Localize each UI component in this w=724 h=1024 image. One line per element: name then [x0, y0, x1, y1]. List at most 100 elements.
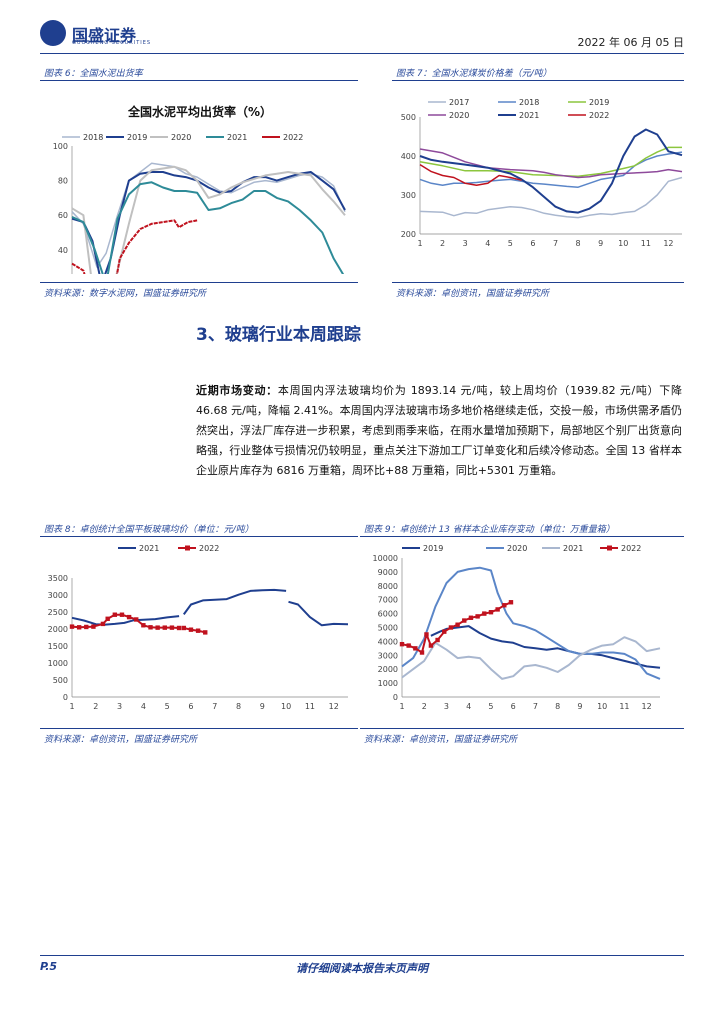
report-date: 2022 年 06 月 05 日: [577, 36, 684, 49]
fig8-point-2022: [176, 625, 182, 631]
fig7-series-2021: [419, 128, 683, 214]
fig8-x-tick: 4: [141, 702, 146, 711]
fig9-y-tick: 10000: [373, 554, 398, 563]
fig7-x-tick: 4: [485, 239, 490, 248]
fig9-point-2022: [442, 629, 447, 634]
fig7-x-tick: 7: [553, 239, 558, 248]
fig8-legend-label: 2022: [199, 544, 219, 553]
fig8-y-tick: 2500: [48, 608, 68, 617]
fig6-series-2022: [71, 219, 198, 274]
fig6-label: 图表 6：全国水泥出货率: [44, 69, 143, 79]
fig9-x-tick: 12: [642, 702, 652, 711]
fig9-x-tick: 7: [533, 702, 538, 711]
section-title: 3、玻璃行业本周跟踪: [196, 325, 361, 345]
fig7-legend-label: 2020: [449, 111, 469, 120]
paragraph-body: 本周国内浮法玻璃均价为 1893.14 元/吨，较上周均价（1939.82 元/…: [196, 384, 682, 477]
fig7-legend-label: 2019: [589, 98, 609, 107]
fig9-point-2022: [502, 603, 507, 608]
fig8-point-2022: [84, 624, 89, 630]
fig8-point-2022: [134, 617, 139, 622]
fig6-legend-label: 2021: [227, 133, 247, 142]
fig7-x-tick: 10: [618, 239, 628, 248]
fig6-series-2019: [71, 171, 346, 274]
fig8-point-2022: [112, 612, 118, 617]
fig9-y-tick: 9000: [378, 568, 398, 577]
fig6-chart: 全国水泥平均出货率（%）0204060801000102030405060708…: [53, 104, 346, 274]
paragraph-lead: 近期市场变动：: [196, 384, 278, 397]
fig7-y-tick: 200: [401, 230, 416, 239]
fig7-x-tick: 9: [598, 239, 603, 248]
fig9-label: 图表 9：卓创统计 13 省样本企业库存变动（单位：万重量箱）: [364, 525, 615, 535]
fig8-point-2022: [141, 623, 146, 628]
fig8-y-tick: 3000: [48, 591, 68, 600]
fig7-x-tick: 3: [463, 239, 468, 248]
fig9-point-2022: [455, 622, 460, 627]
fig9-source-divider: [360, 728, 684, 729]
fig9-point-2022: [475, 614, 480, 619]
fig6-y-tick: 80: [58, 177, 68, 186]
fig8-point-2022: [181, 625, 187, 631]
fig7-x-tick: 1: [417, 239, 422, 248]
fig7-x-tick: 8: [576, 239, 581, 248]
fig8-y-tick: 3500: [48, 574, 68, 583]
fig9-point-2022: [468, 615, 474, 620]
fig7-source-divider: [392, 282, 684, 283]
fig9-y-tick: 4000: [378, 637, 398, 646]
fig9-y-tick: 2000: [378, 665, 398, 674]
footer-disclaimer: 请仔细阅读本报告末页声明: [296, 962, 428, 975]
fig9-point-2022: [413, 646, 418, 651]
fig8-label-divider: [40, 536, 358, 537]
fig8-point-2022: [76, 625, 82, 630]
logo-icon: [40, 20, 66, 46]
fig7-legend-label: 2017: [449, 98, 469, 107]
fig8-point-2022: [188, 627, 194, 632]
fig7-legend-label: 2022: [589, 111, 609, 120]
fig9-y-tick: 6000: [378, 610, 398, 619]
fig6-y-tick: 40: [58, 246, 68, 255]
fig6-y-tick: 60: [58, 211, 68, 220]
fig7-y-tick: 500: [401, 113, 416, 122]
fig9-x-tick: 10: [597, 702, 607, 711]
fig7-source: 资料来源：卓创资讯，国盛证券研究所: [396, 289, 550, 299]
fig8-legend-marker: [185, 545, 190, 551]
fig9-legend-marker: [607, 545, 612, 551]
fig7-series-2017: [419, 176, 683, 219]
fig9-point-2022: [482, 611, 487, 616]
fig8-x-tick: 12: [329, 702, 339, 711]
fig7-series-2019: [419, 146, 682, 178]
fig6-legend-label: 2022: [283, 133, 303, 142]
fig7-x-tick: 11: [641, 239, 651, 248]
fig9-x-tick: 8: [555, 702, 560, 711]
fig8-point-2022: [91, 624, 96, 629]
fig8-point-2022: [119, 612, 125, 617]
fig9-x-tick: 5: [488, 702, 493, 711]
fig9-point-2022: [419, 650, 425, 655]
fig8-point-2022: [155, 625, 160, 630]
fig6-series-2018: [71, 162, 346, 268]
fig8-x-tick: 2: [93, 702, 98, 711]
fig9-x-tick: 3: [444, 702, 449, 711]
fig9-chart: 0 1000 2000 3000 4000 5000 6000 7000 8000 9000 100…: [373, 544, 661, 711]
fig8-point-2022: [203, 630, 208, 635]
fig8-series-2022: [71, 613, 180, 629]
market-paragraph: 近期市场变动：本周国内浮法玻璃均价为 1893.14 元/吨，较上周均价（193…: [196, 381, 682, 481]
fig7-legend-label: 2021: [519, 111, 539, 120]
fig8-y-tick: 0: [63, 693, 68, 702]
fig9-source: 资料来源：卓创资讯，国盛证券研究所: [364, 735, 518, 745]
fig9-point-2022: [424, 632, 429, 637]
fig9-y-tick: 8000: [378, 582, 398, 591]
fig9-point-2022: [495, 607, 500, 612]
footer-divider: [40, 955, 684, 956]
fig7-x-tick: 6: [530, 239, 535, 248]
fig8-x-tick: 3: [117, 702, 122, 711]
fig9-point-2022: [488, 610, 494, 615]
fig7-y-tick: 300: [401, 191, 416, 200]
fig8-source: 资料来源：卓创资讯，国盛证券研究所: [44, 735, 198, 745]
fig8-label: 图表 8：卓创统计全国平板玻璃均价（单位：元/吨）: [44, 525, 254, 535]
fig6-y-tick: 100: [53, 142, 68, 151]
fig9-series-2021: [401, 636, 661, 680]
fig8-series-2021: [182, 588, 287, 615]
fig9-point-2022: [462, 618, 467, 623]
